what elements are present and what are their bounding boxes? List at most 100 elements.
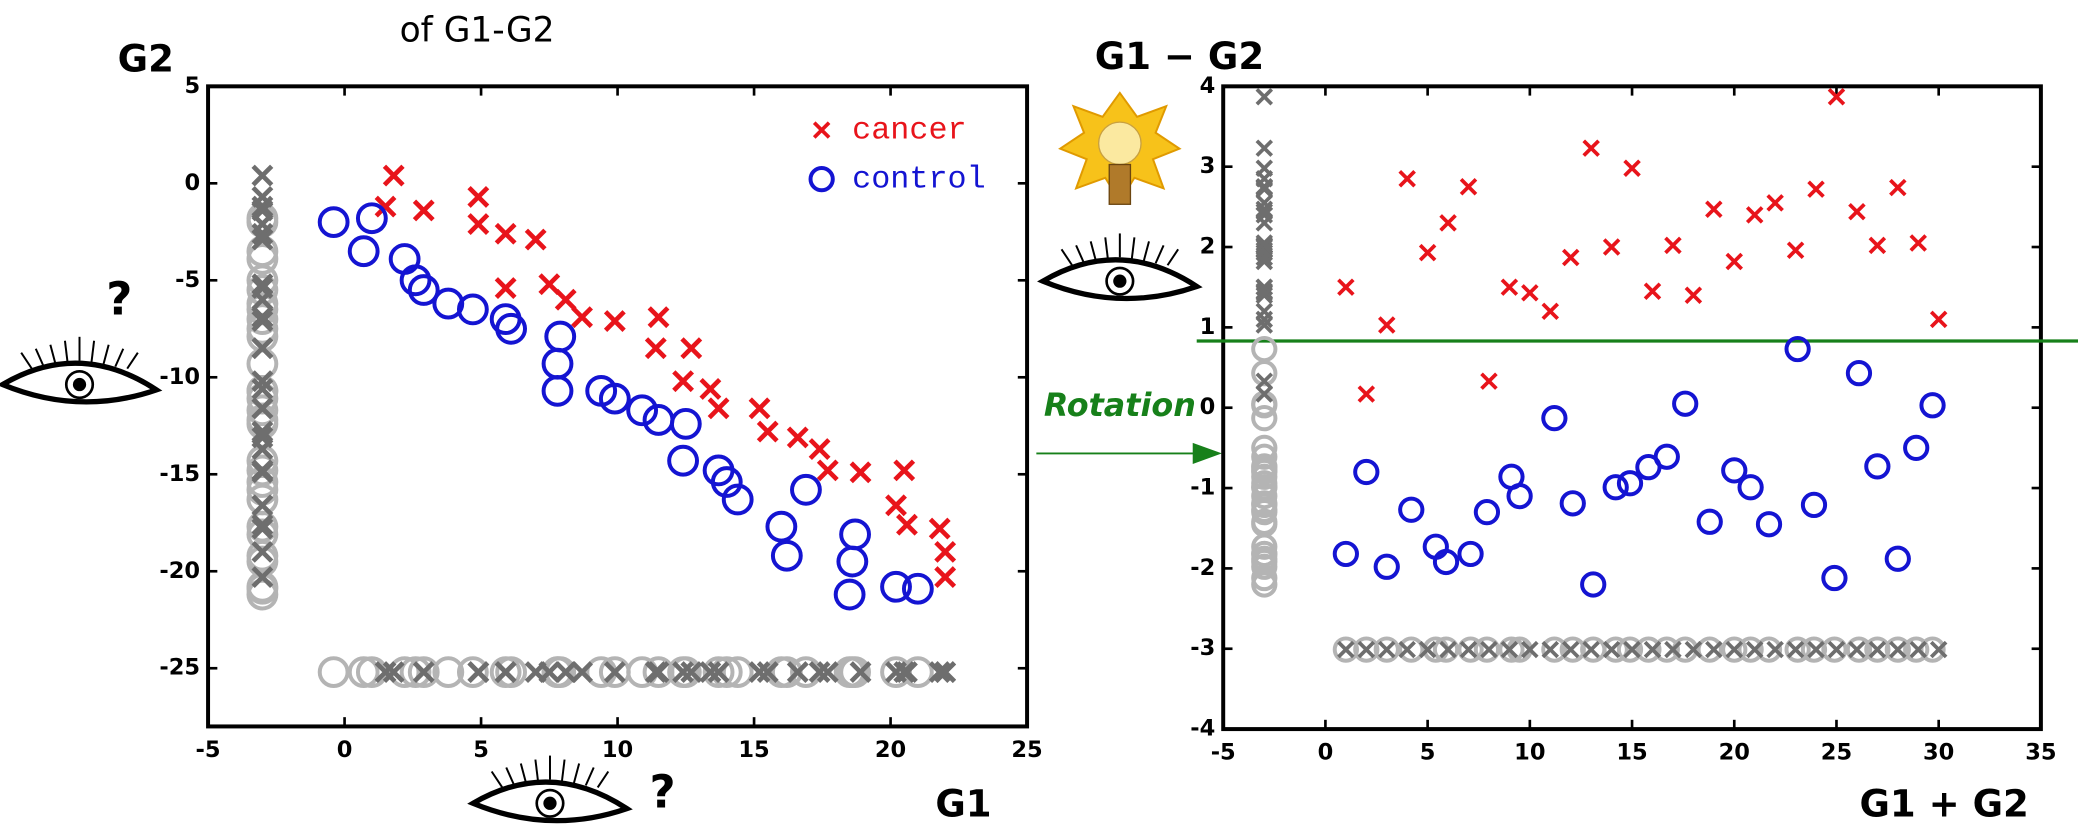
x-marker <box>571 306 593 329</box>
o-marker <box>1737 474 1764 501</box>
x-marker <box>251 566 274 588</box>
x-marker <box>1418 640 1437 659</box>
o-marker <box>317 206 350 239</box>
x-marker <box>554 661 577 684</box>
o-marker <box>1884 545 1911 572</box>
o-marker <box>1432 636 1460 663</box>
o-marker <box>1332 540 1359 568</box>
x-marker <box>1725 252 1743 271</box>
x-marker <box>1909 234 1927 252</box>
x-axis-label: G1 + G2 <box>1859 782 2028 825</box>
o-marker <box>1755 636 1783 663</box>
eyelash <box>534 759 540 782</box>
y-tick-label: -25 <box>159 655 200 681</box>
o-marker <box>790 473 822 506</box>
x-marker <box>808 661 831 684</box>
eye-pupil <box>543 796 557 810</box>
x-marker <box>1827 88 1846 106</box>
o-marker <box>544 320 577 353</box>
x-marker <box>1745 206 1764 224</box>
eyelash <box>1166 248 1179 266</box>
x-tick-label: 10 <box>1514 739 1545 765</box>
o-marker <box>347 656 380 689</box>
y-tick-label: 3 <box>1200 153 1216 179</box>
o-marker <box>710 466 743 498</box>
x-marker <box>1255 316 1274 334</box>
y-axis-label: G1 − G2 <box>1095 35 1264 78</box>
eye-pupil <box>1113 274 1127 288</box>
eyelash <box>490 770 504 788</box>
o-marker <box>1616 470 1644 497</box>
o-marker <box>1721 457 1748 484</box>
x-tick-label: 25 <box>1821 739 1852 765</box>
o-marker <box>1251 405 1278 432</box>
o-marker <box>1919 392 1946 419</box>
o-marker <box>456 656 489 689</box>
x-marker <box>251 370 274 393</box>
x-marker <box>699 661 722 684</box>
o-marker <box>901 572 934 605</box>
x-marker <box>251 459 274 482</box>
y-tick-label: 5 <box>184 73 200 99</box>
o-marker <box>836 545 869 578</box>
x-marker <box>934 540 957 563</box>
o-marker <box>1784 335 1811 363</box>
x-marker <box>644 661 667 684</box>
o-marker <box>1251 360 1278 387</box>
o-marker <box>839 518 871 551</box>
o-marker <box>246 394 279 427</box>
eyelash <box>1154 244 1165 264</box>
o-marker <box>1457 540 1484 568</box>
eyelash <box>1130 237 1136 260</box>
x-marker <box>928 661 951 684</box>
x-marker <box>1255 372 1274 390</box>
o-marker <box>642 404 675 436</box>
o-marker <box>1821 564 1848 592</box>
x-marker <box>603 661 626 684</box>
o-marker <box>808 165 835 193</box>
x-marker <box>251 438 274 460</box>
x-marker <box>680 661 703 684</box>
x-marker <box>1459 178 1478 196</box>
o-marker <box>1251 545 1278 572</box>
question-mark: ? <box>106 272 132 325</box>
x-marker <box>1337 278 1355 296</box>
x-marker <box>1255 282 1274 300</box>
y-tick-label: 1 <box>1200 314 1216 340</box>
x-marker <box>896 513 918 536</box>
x-tick-label: 0 <box>337 737 353 763</box>
x-marker <box>251 310 274 332</box>
x-marker <box>251 513 274 536</box>
x-marker <box>672 370 695 393</box>
x-marker <box>467 185 490 208</box>
x-tick-label: 30 <box>1923 739 1954 765</box>
o-marker <box>1721 636 1748 663</box>
eyelash <box>63 340 69 363</box>
o-marker <box>407 274 440 306</box>
eyelash <box>102 344 110 365</box>
x-marker <box>554 288 577 311</box>
x-marker <box>812 121 831 139</box>
o-marker <box>626 394 659 427</box>
x-marker <box>849 461 872 484</box>
x-tick-label: -5 <box>1211 739 1236 765</box>
x-marker <box>1848 640 1866 659</box>
eyelash <box>1075 244 1085 264</box>
x-marker <box>707 397 730 420</box>
o-marker <box>1541 405 1568 432</box>
y-tick-label: 2 <box>1200 234 1216 260</box>
x-marker <box>1602 640 1621 659</box>
x-marker <box>251 164 274 187</box>
eyelash <box>505 767 516 786</box>
x-marker <box>647 306 670 329</box>
o-marker <box>765 510 798 543</box>
eyelash <box>1060 248 1073 266</box>
eyelash <box>90 340 96 363</box>
x-marker <box>1255 385 1274 403</box>
o-marker <box>246 382 279 415</box>
x-marker <box>251 420 274 443</box>
x-marker <box>571 661 593 684</box>
x-marker <box>756 661 779 684</box>
o-marker <box>1884 636 1911 663</box>
